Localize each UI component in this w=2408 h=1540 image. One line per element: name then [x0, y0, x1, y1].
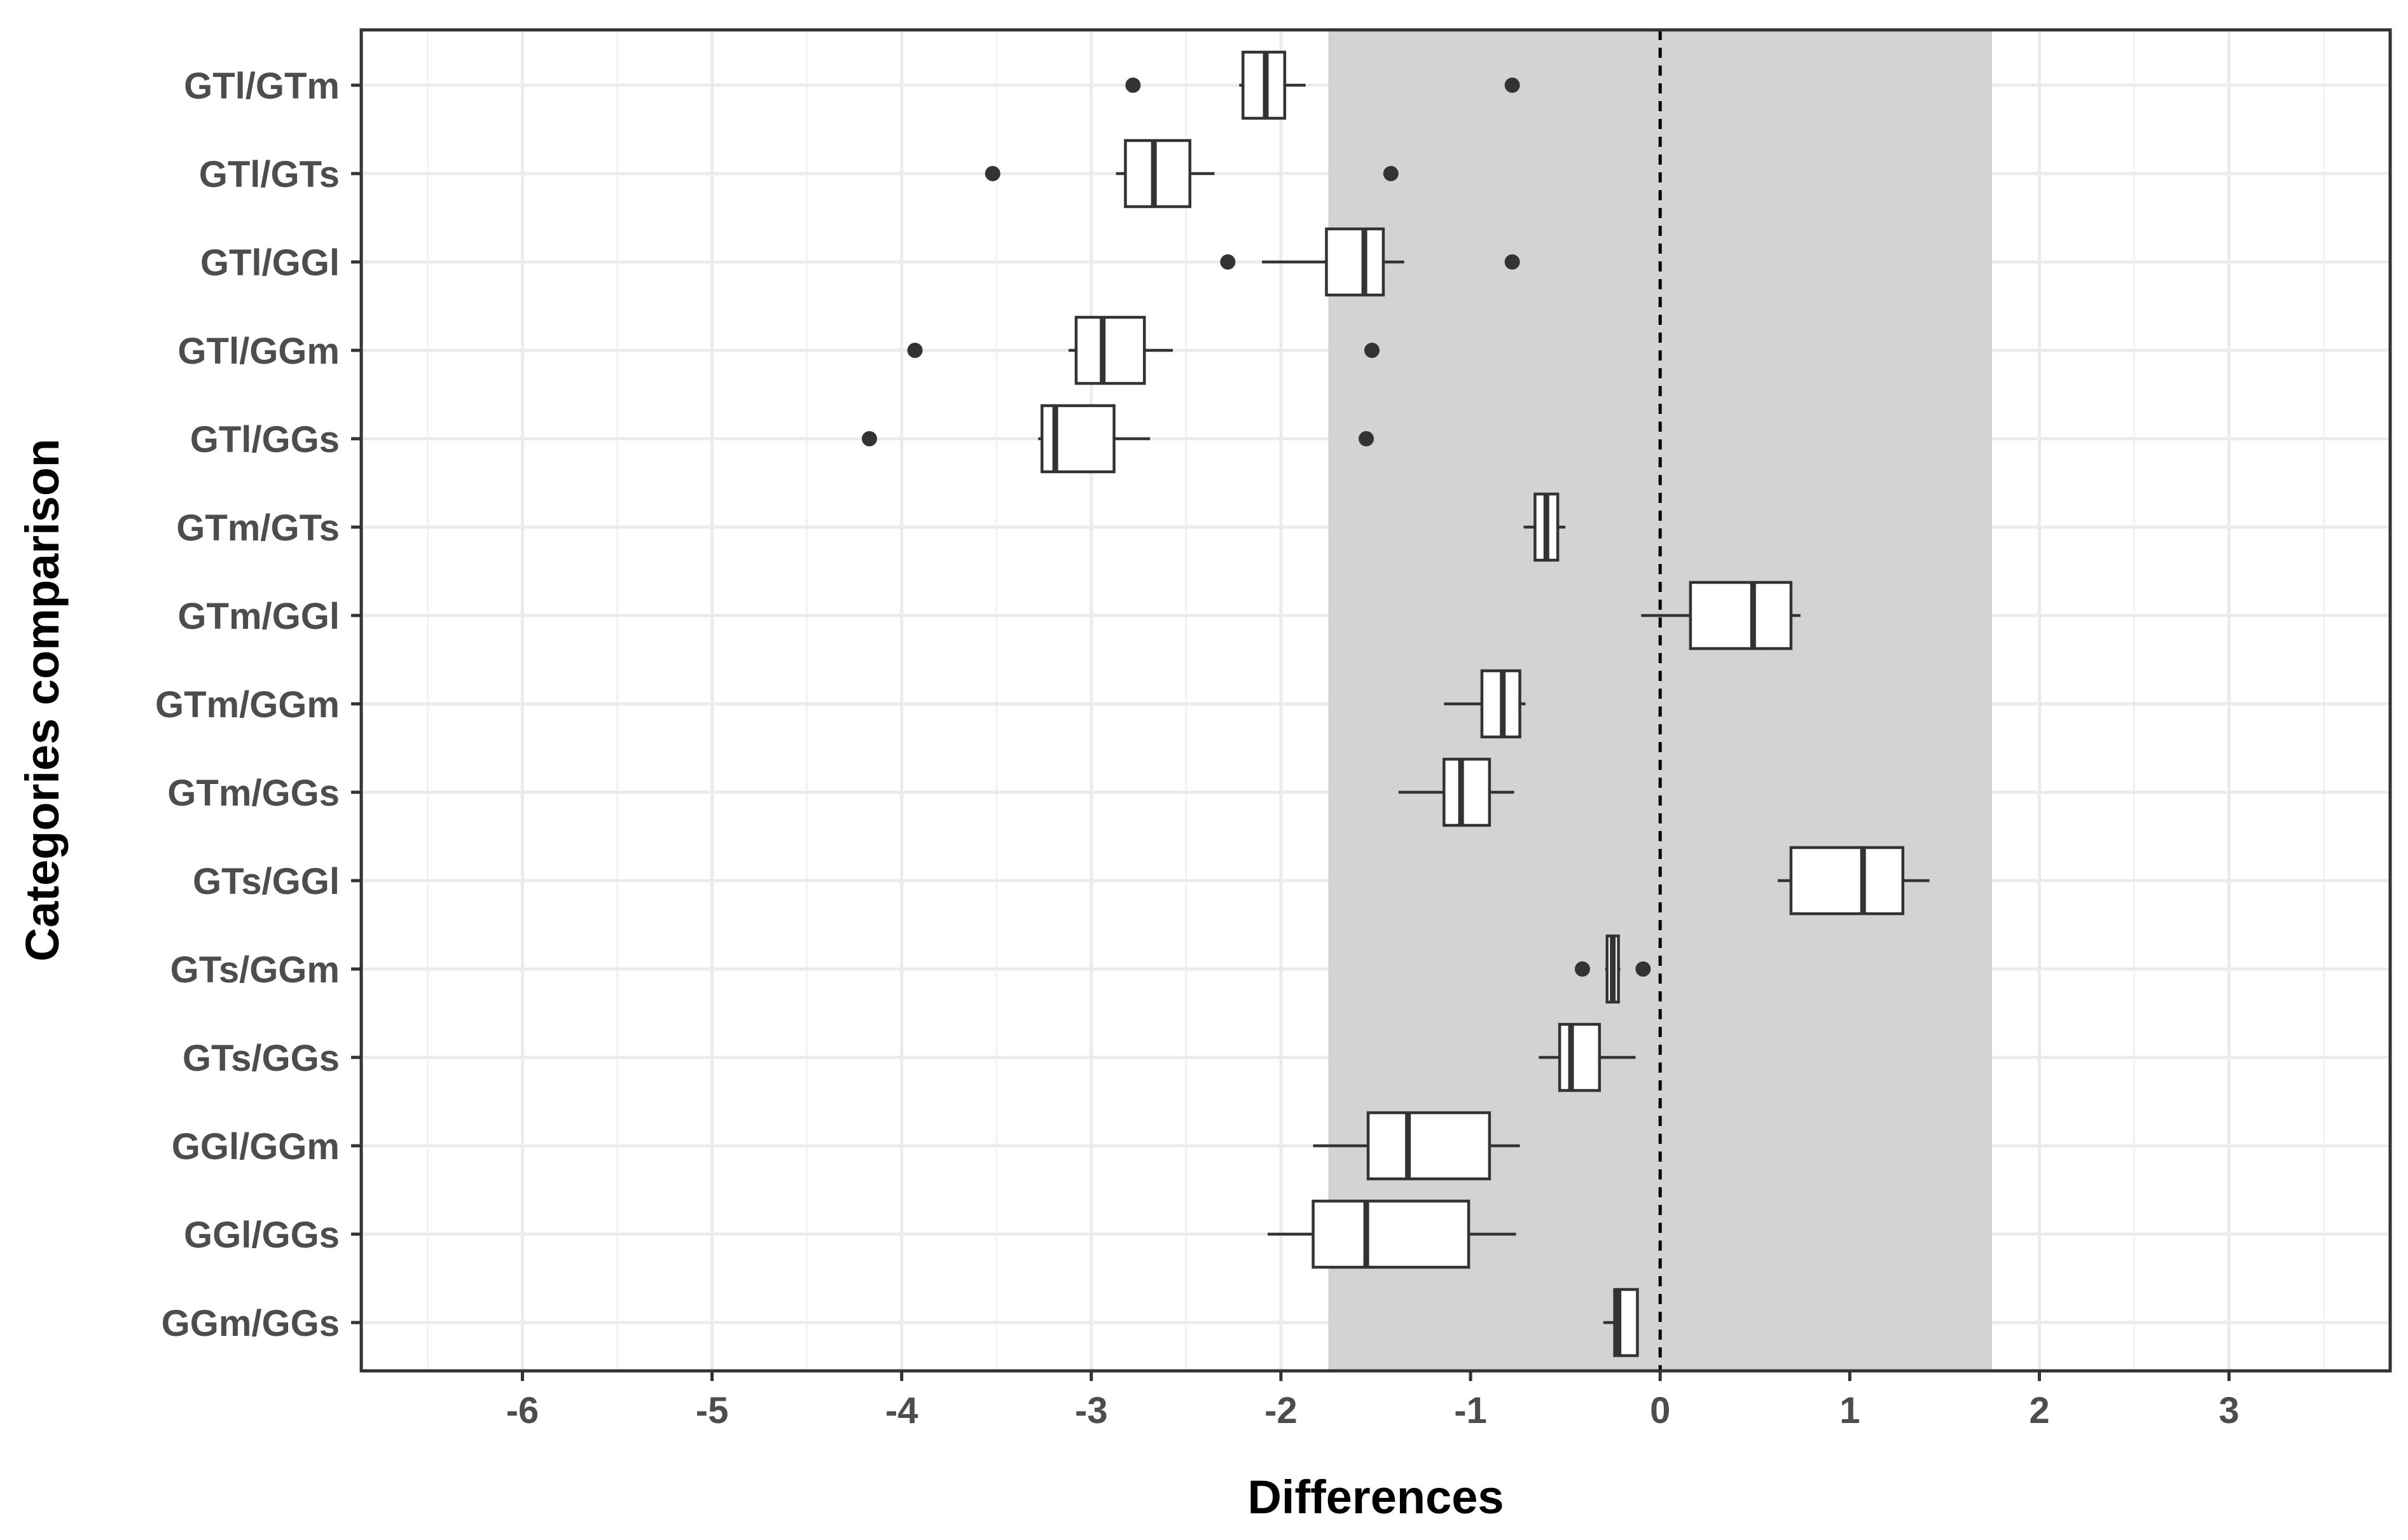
x-axis-title: Differences [1247, 1471, 1504, 1523]
outlier-point [1504, 254, 1520, 270]
box-gts-ggs [1539, 1022, 1636, 1092]
x-tick-label: 1 [1839, 1390, 1860, 1431]
y-tick-label: GTl/GTm [184, 65, 340, 107]
x-tick-label: -6 [506, 1390, 539, 1431]
box-gtl-ggm [907, 315, 1380, 385]
outlier-point [907, 343, 923, 358]
y-tick-label: GTl/GGs [190, 419, 340, 460]
box-gtl-gts [985, 139, 1399, 209]
outlier-point [1504, 78, 1520, 93]
box-ggl-ggm [1313, 1111, 1520, 1181]
outlier-point [1635, 961, 1651, 977]
box-gtl-ggs [861, 404, 1374, 474]
box-ggm-ggs [1603, 1288, 1639, 1358]
y-tick-label: GGm/GGs [162, 1303, 340, 1344]
outlier-point [1359, 431, 1374, 446]
y-tick-label: GTl/GGl [200, 242, 340, 284]
box-iqr [1074, 315, 1146, 385]
y-axis-ticks: GTl/GTm GTl/GTs GTl/GGl GTl/GGm GTl/GGs GTm/G… [155, 65, 361, 1344]
x-tick-label: -4 [885, 1390, 918, 1431]
box-gtm-ggs [1398, 757, 1514, 827]
box-iqr [1124, 139, 1192, 209]
outlier-point [1220, 254, 1236, 270]
outlier-point [1574, 961, 1590, 977]
box-gtl-gtm [1125, 50, 1520, 120]
outlier-point [861, 431, 877, 446]
x-tick-label: -3 [1075, 1390, 1108, 1431]
outlier-point [1125, 78, 1141, 93]
box-iqr [1689, 581, 1793, 650]
box-gtm-ggm [1444, 669, 1526, 739]
box-gts-ggm [1574, 934, 1651, 1004]
y-tick-label: GTl/GTs [199, 154, 340, 195]
y-tick-label: GTm/GGl [177, 596, 340, 637]
x-tick-label: 0 [1650, 1390, 1670, 1431]
y-tick-label: GTs/GGm [170, 949, 340, 991]
box-gtm-gts [1523, 492, 1566, 562]
outlier-point [1383, 166, 1399, 181]
plot-panel-border [359, 28, 2392, 1373]
x-axis-ticks: -6 -5 -4 -3 -2 -1 0 1 2 3 [506, 1371, 2239, 1431]
box-iqr [1558, 1022, 1602, 1092]
box-gts-ggl [1778, 846, 1930, 916]
y-tick-label: GTm/GGs [167, 773, 340, 814]
x-tick-label: 3 [2218, 1390, 2239, 1431]
boxplot-series [861, 50, 1930, 1358]
box-iqr [1789, 846, 1905, 916]
x-tick-label: -5 [696, 1390, 729, 1431]
y-tick-label: GGl/GGm [172, 1126, 340, 1167]
y-tick-label: GTm/GGm [155, 684, 340, 725]
box-iqr [1311, 1199, 1470, 1269]
outlier-point [1364, 343, 1380, 358]
y-tick-label: GTs/GGs [183, 1038, 340, 1079]
x-tick-label: -1 [1454, 1390, 1487, 1431]
box-ggl-ggs [1268, 1199, 1516, 1269]
box-iqr [1366, 1111, 1491, 1181]
y-tick-label: GGl/GGs [184, 1214, 340, 1256]
x-tick-label: -2 [1264, 1390, 1297, 1431]
y-tick-label: GTs/GGl [193, 861, 340, 902]
y-tick-label: GTl/GGm [177, 331, 340, 372]
x-tick-label: 2 [2029, 1390, 2049, 1431]
outlier-point [985, 166, 1000, 181]
box-gtl-ggl [1220, 227, 1520, 297]
box-iqr [1325, 227, 1385, 297]
box-iqr [1443, 757, 1491, 827]
y-axis-title: Categories comparison [16, 439, 69, 961]
box-gtm-ggl [1641, 581, 1801, 650]
y-tick-label: GTm/GTs [176, 507, 340, 549]
